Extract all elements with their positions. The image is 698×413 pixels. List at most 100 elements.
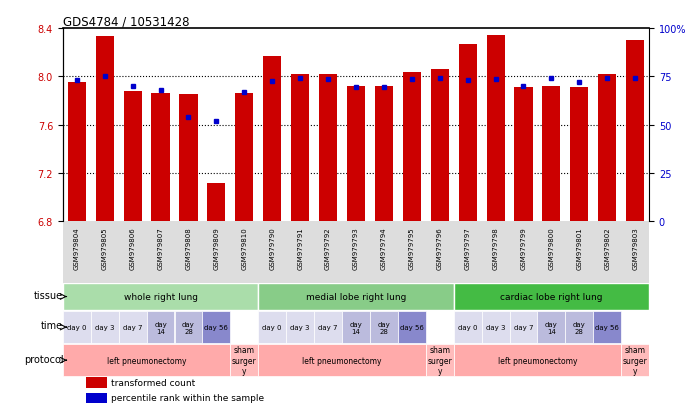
Bar xyxy=(431,70,449,222)
Bar xyxy=(347,87,365,222)
Text: GSM979795: GSM979795 xyxy=(409,227,415,269)
Bar xyxy=(179,95,198,222)
Bar xyxy=(626,41,644,222)
Bar xyxy=(621,344,649,376)
Text: day
28: day 28 xyxy=(182,321,195,334)
Text: GSM979790: GSM979790 xyxy=(269,227,275,269)
Bar xyxy=(487,36,505,222)
Bar xyxy=(147,311,174,343)
Bar xyxy=(342,311,370,343)
Text: GSM979798: GSM979798 xyxy=(493,227,498,269)
Text: GSM979791: GSM979791 xyxy=(297,227,303,269)
Bar xyxy=(258,311,286,343)
Text: day 0: day 0 xyxy=(67,324,87,330)
Bar xyxy=(258,344,426,376)
Text: day
14: day 14 xyxy=(350,321,362,334)
Bar xyxy=(258,283,454,310)
Text: GSM979800: GSM979800 xyxy=(549,227,554,269)
Text: GSM979801: GSM979801 xyxy=(577,227,582,269)
Bar xyxy=(151,94,170,222)
Bar xyxy=(63,283,258,310)
Bar xyxy=(91,311,119,343)
Text: GSM979808: GSM979808 xyxy=(186,227,191,269)
Bar xyxy=(263,57,281,222)
Bar xyxy=(314,311,342,343)
Bar xyxy=(87,393,107,404)
Bar xyxy=(63,344,230,376)
Bar xyxy=(235,94,253,222)
Bar xyxy=(537,311,565,343)
Text: whole right lung: whole right lung xyxy=(124,292,198,301)
Text: left pneumonectomy: left pneumonectomy xyxy=(498,356,577,365)
Text: day
28: day 28 xyxy=(378,321,390,334)
Text: medial lobe right lung: medial lobe right lung xyxy=(306,292,406,301)
Bar xyxy=(398,311,426,343)
Text: day
28: day 28 xyxy=(573,321,586,334)
Bar xyxy=(202,311,230,343)
Bar xyxy=(230,344,258,376)
Text: day 7: day 7 xyxy=(123,324,142,330)
Text: GSM979810: GSM979810 xyxy=(242,227,247,269)
Bar xyxy=(598,75,616,222)
Bar xyxy=(87,377,107,388)
Text: day 56: day 56 xyxy=(595,324,619,330)
Bar xyxy=(375,87,393,222)
Text: sham
surger
y: sham surger y xyxy=(232,345,257,375)
Text: day 3: day 3 xyxy=(95,324,114,330)
Bar xyxy=(370,311,398,343)
Text: GSM979803: GSM979803 xyxy=(632,227,638,269)
Text: day 3: day 3 xyxy=(290,324,310,330)
Bar xyxy=(68,83,86,222)
Bar xyxy=(426,344,454,376)
Text: sham
surger
y: sham surger y xyxy=(427,345,452,375)
Text: left pneumonectomy: left pneumonectomy xyxy=(107,356,186,365)
Text: sham
surger
y: sham surger y xyxy=(623,345,648,375)
Bar xyxy=(403,72,421,222)
Text: transformed count: transformed count xyxy=(111,378,195,387)
Text: time: time xyxy=(41,320,64,331)
Text: tissue: tissue xyxy=(34,290,64,300)
Text: left pneumonectomy: left pneumonectomy xyxy=(302,356,382,365)
Bar xyxy=(174,311,202,343)
Text: GSM979799: GSM979799 xyxy=(521,227,526,269)
Text: GSM979806: GSM979806 xyxy=(130,227,135,269)
Bar xyxy=(124,92,142,222)
Bar xyxy=(63,311,91,343)
Bar xyxy=(510,311,537,343)
Text: GSM979802: GSM979802 xyxy=(604,227,610,269)
Text: day
14: day 14 xyxy=(545,321,558,334)
Bar xyxy=(565,311,593,343)
Text: GSM979807: GSM979807 xyxy=(158,227,163,269)
Bar xyxy=(514,88,533,222)
Bar xyxy=(319,75,337,222)
Text: GDS4784 / 10531428: GDS4784 / 10531428 xyxy=(63,16,189,29)
Text: GSM979804: GSM979804 xyxy=(74,227,80,269)
Bar xyxy=(454,311,482,343)
Text: GSM979792: GSM979792 xyxy=(325,227,331,269)
Bar xyxy=(593,311,621,343)
Text: day 7: day 7 xyxy=(318,324,338,330)
Bar xyxy=(459,45,477,222)
Bar xyxy=(542,87,560,222)
Text: day 56: day 56 xyxy=(400,324,424,330)
Bar xyxy=(207,183,225,222)
Text: protocol: protocol xyxy=(24,354,64,363)
Text: day
14: day 14 xyxy=(154,321,167,334)
Bar xyxy=(96,37,114,222)
Text: GSM979805: GSM979805 xyxy=(102,227,107,269)
Text: day 0: day 0 xyxy=(262,324,282,330)
Bar xyxy=(291,75,309,222)
Text: GSM979793: GSM979793 xyxy=(353,227,359,269)
Bar xyxy=(482,311,510,343)
Bar xyxy=(454,344,621,376)
Text: day 7: day 7 xyxy=(514,324,533,330)
Bar xyxy=(119,311,147,343)
Text: GSM979797: GSM979797 xyxy=(465,227,470,269)
Text: percentile rank within the sample: percentile rank within the sample xyxy=(111,393,264,402)
Text: day 3: day 3 xyxy=(486,324,505,330)
Text: GSM979796: GSM979796 xyxy=(437,227,443,269)
Text: GSM979794: GSM979794 xyxy=(381,227,387,269)
Bar xyxy=(286,311,314,343)
Text: cardiac lobe right lung: cardiac lobe right lung xyxy=(500,292,602,301)
Bar xyxy=(570,88,588,222)
